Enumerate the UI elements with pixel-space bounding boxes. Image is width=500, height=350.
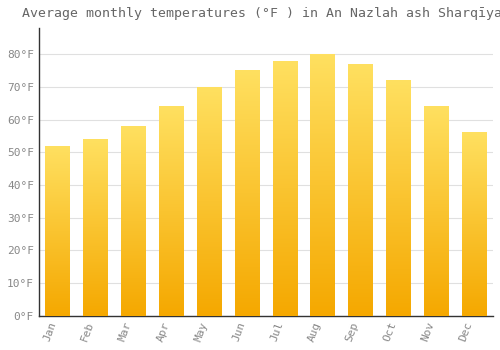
- Bar: [234, 71, 260, 316]
- Bar: [348, 64, 373, 316]
- Bar: [386, 80, 410, 316]
- Bar: [462, 133, 486, 316]
- Bar: [310, 54, 335, 316]
- Bar: [159, 106, 184, 316]
- Bar: [46, 146, 70, 316]
- Bar: [121, 126, 146, 316]
- Bar: [424, 106, 448, 316]
- Bar: [197, 87, 222, 316]
- Title: Average monthly temperatures (°F ) in An Nazlah ash Sharqīyah: Average monthly temperatures (°F ) in An…: [22, 7, 500, 20]
- Bar: [84, 139, 108, 316]
- Bar: [272, 61, 297, 316]
